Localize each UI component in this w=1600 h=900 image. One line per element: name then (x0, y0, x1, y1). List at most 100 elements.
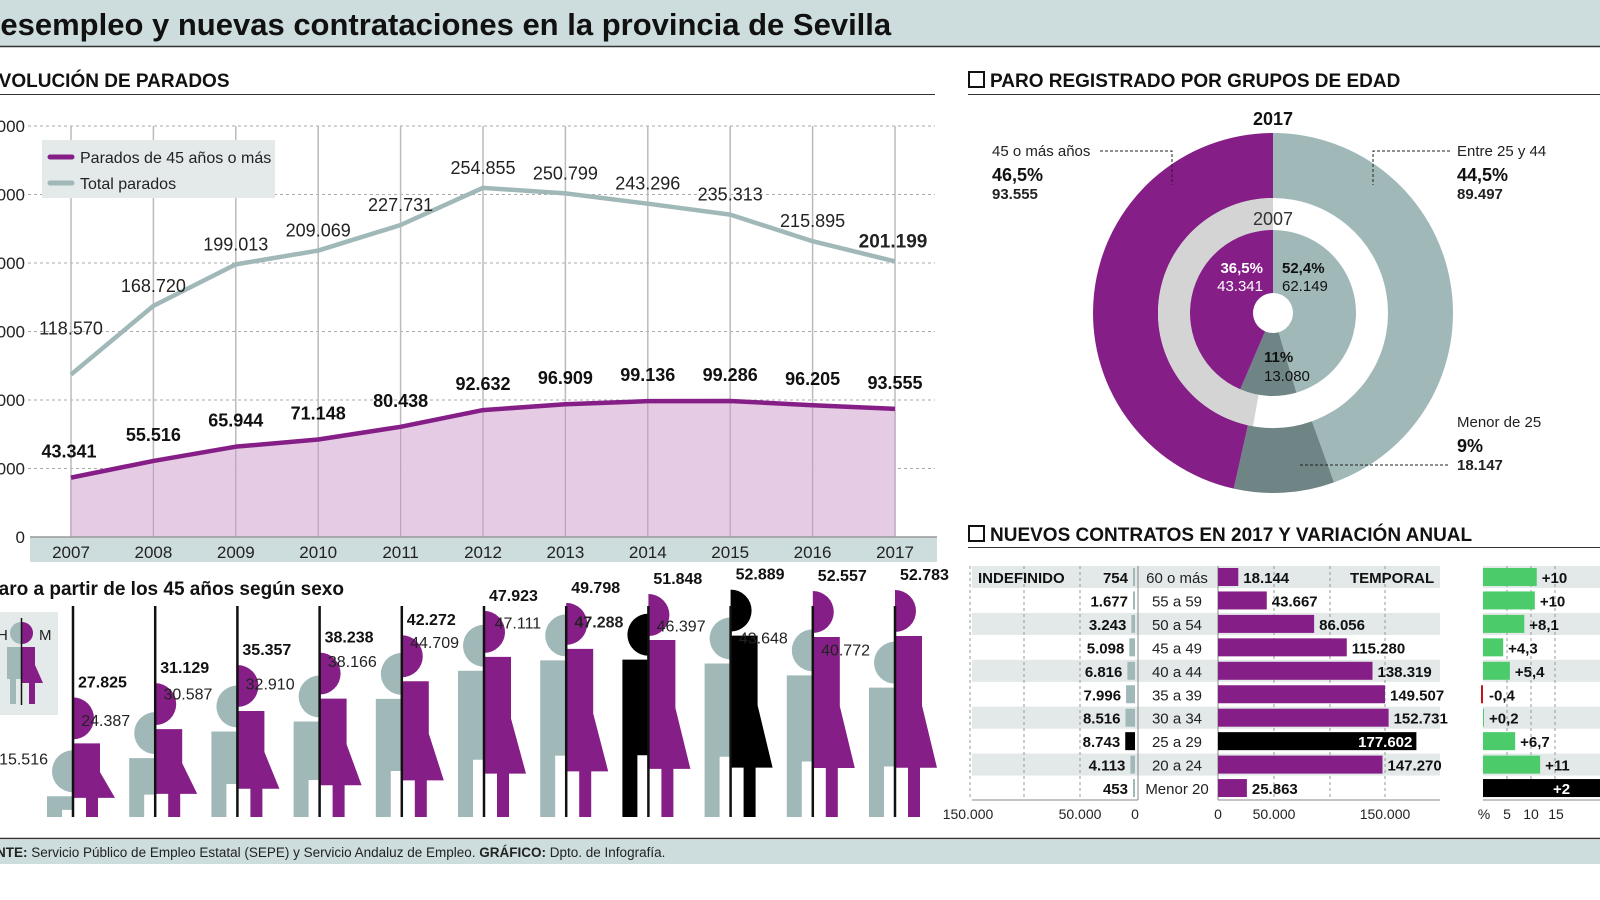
variation-bar (1483, 732, 1516, 751)
man-body (458, 670, 484, 817)
label-45plus-value: 93.555 (992, 186, 1038, 203)
age-group-label: 30 a 34 (1152, 711, 1202, 728)
label-45plus-pct: 46,5% (992, 165, 1043, 185)
data-label-total: 254.855 (450, 158, 515, 178)
age-group-label: Menor 20 (1145, 781, 1208, 798)
man-body (211, 731, 238, 817)
temporal-bar (1218, 755, 1383, 774)
y-tick-label: 0 (16, 528, 25, 547)
source-text: Servicio Público de Empleo Estatal (SEPE… (31, 845, 475, 860)
women-value-label: 38.238 (325, 630, 374, 647)
series-label-indefinido: INDEFINIDO (978, 570, 1065, 587)
inner-pct-under25: 11% (1264, 349, 1293, 366)
line-chart: 0 50.000 100.000 150.000 200.000 250.000 300.0… (0, 117, 937, 562)
temporal-bar (1218, 661, 1373, 680)
woman-body (895, 636, 937, 817)
women-value-label: 47.923 (489, 588, 538, 605)
legend-box (42, 140, 275, 198)
row-band (972, 612, 1440, 635)
man-head (545, 614, 567, 657)
contracts-title: NUEVOS CONTRATOS EN 2017 Y VARIACIÓN ANU… (990, 524, 1473, 546)
variation-bar (1483, 779, 1600, 798)
woman-body (648, 640, 691, 817)
y-tick-label: 150.000 (0, 323, 25, 342)
sex-legend: H M (0, 612, 58, 715)
y-tick-label: 200.000 (0, 254, 25, 273)
indefinido-value-label: 8.516 (1083, 711, 1121, 728)
age-group-label: 20 a 24 (1152, 758, 1202, 775)
indefinido-bar (1131, 614, 1135, 633)
temporal-value-label: 25.863 (1252, 781, 1298, 798)
x-tick-label-variation: 5 (1503, 806, 1511, 822)
women-value-label: 49.798 (571, 580, 620, 597)
indefinido-bar (1130, 755, 1135, 774)
leader-25-44 (1372, 150, 1450, 185)
data-label-total: 118.570 (39, 319, 103, 339)
temporal-bar (1218, 779, 1247, 798)
temporal-value-label: 18.144 (1243, 570, 1290, 587)
x-tick-label: 2014 (629, 543, 667, 562)
variation-bar (1483, 638, 1504, 657)
woman-head (73, 697, 94, 740)
footer-credits: FUENTE: Servicio Público de Empleo Estat… (0, 845, 665, 860)
man-head (874, 641, 895, 684)
data-label-45plus: 71.148 (291, 404, 346, 424)
woman-body (73, 743, 115, 817)
men-value-label: 43.648 (739, 630, 788, 647)
ring-year-2017: 2017 (1253, 109, 1293, 129)
data-label-45plus: 99.286 (703, 365, 758, 385)
data-label-45plus: 99.136 (620, 365, 675, 385)
man-body (293, 721, 320, 817)
label-under25-name: Menor de 25 (1457, 414, 1541, 431)
header-band (0, 0, 1600, 46)
indefinido-bar (1133, 568, 1135, 586)
man-head (134, 712, 156, 755)
legend-label-45plus: Parados de 45 años o más (80, 150, 271, 167)
label-25-44-value: 89.497 (1457, 186, 1503, 203)
temporal-value-label: 147.270 (1388, 758, 1442, 775)
graphic-text: Dpto. de Infografía. (550, 845, 666, 860)
variation-bar-negative (1481, 685, 1483, 704)
men-value-label: 38.166 (328, 654, 377, 671)
man-body (540, 660, 567, 817)
y-tick-label: 250.000 (0, 186, 25, 205)
indefinido-value-label: 7.996 (1084, 687, 1122, 704)
square-icon (968, 525, 985, 542)
leader-45plus (1100, 150, 1173, 185)
indefinido-bar (1125, 708, 1135, 727)
label-25-44-name: Entre 25 y 44 (1457, 143, 1546, 160)
women-value-label: 51.848 (653, 571, 702, 588)
ring-2007-slice (1240, 331, 1297, 397)
variation-bar (1483, 755, 1541, 774)
x-tick-label-variation: 15 (1548, 806, 1564, 822)
x-tick-label-temporal: 150.000 (1360, 806, 1411, 822)
ring-2007-backdrop (1157, 198, 1273, 427)
man-body (622, 659, 649, 817)
row-band (1483, 659, 1600, 682)
age-group-label: 40 a 44 (1152, 664, 1202, 681)
man-icon (7, 622, 21, 704)
x-tick-label-temporal: 0 (1214, 806, 1222, 822)
variation-value-label: +6,7 (1520, 734, 1550, 751)
women-value-label: 52.557 (818, 568, 867, 585)
variation-bar (1483, 614, 1525, 633)
variation-value-label: +5,4 (1515, 664, 1545, 681)
label-under25-value: 18.147 (1457, 457, 1503, 474)
man-head (463, 624, 484, 667)
data-label-total: 168.720 (121, 276, 186, 296)
x-tick-label: 2010 (299, 543, 337, 562)
data-label-total: 199.013 (203, 234, 268, 254)
temporal-value-label: 152.731 (1394, 711, 1448, 728)
row-band (1483, 706, 1600, 729)
women-value-label: 52.783 (900, 567, 949, 584)
age-group-label: 35 a 39 (1152, 687, 1202, 704)
indefinido-value-label: 754 (1103, 570, 1129, 587)
indefinido-bar (1126, 685, 1135, 704)
woman-body (566, 648, 609, 817)
variation-bar (1483, 708, 1484, 727)
variation-value-label: +4,3 (1508, 640, 1538, 657)
woman-icon (22, 622, 43, 704)
footer-band (0, 840, 1600, 864)
indefinido-value-label: 4.113 (1089, 758, 1126, 775)
legend-label-total: Total parados (80, 176, 176, 193)
